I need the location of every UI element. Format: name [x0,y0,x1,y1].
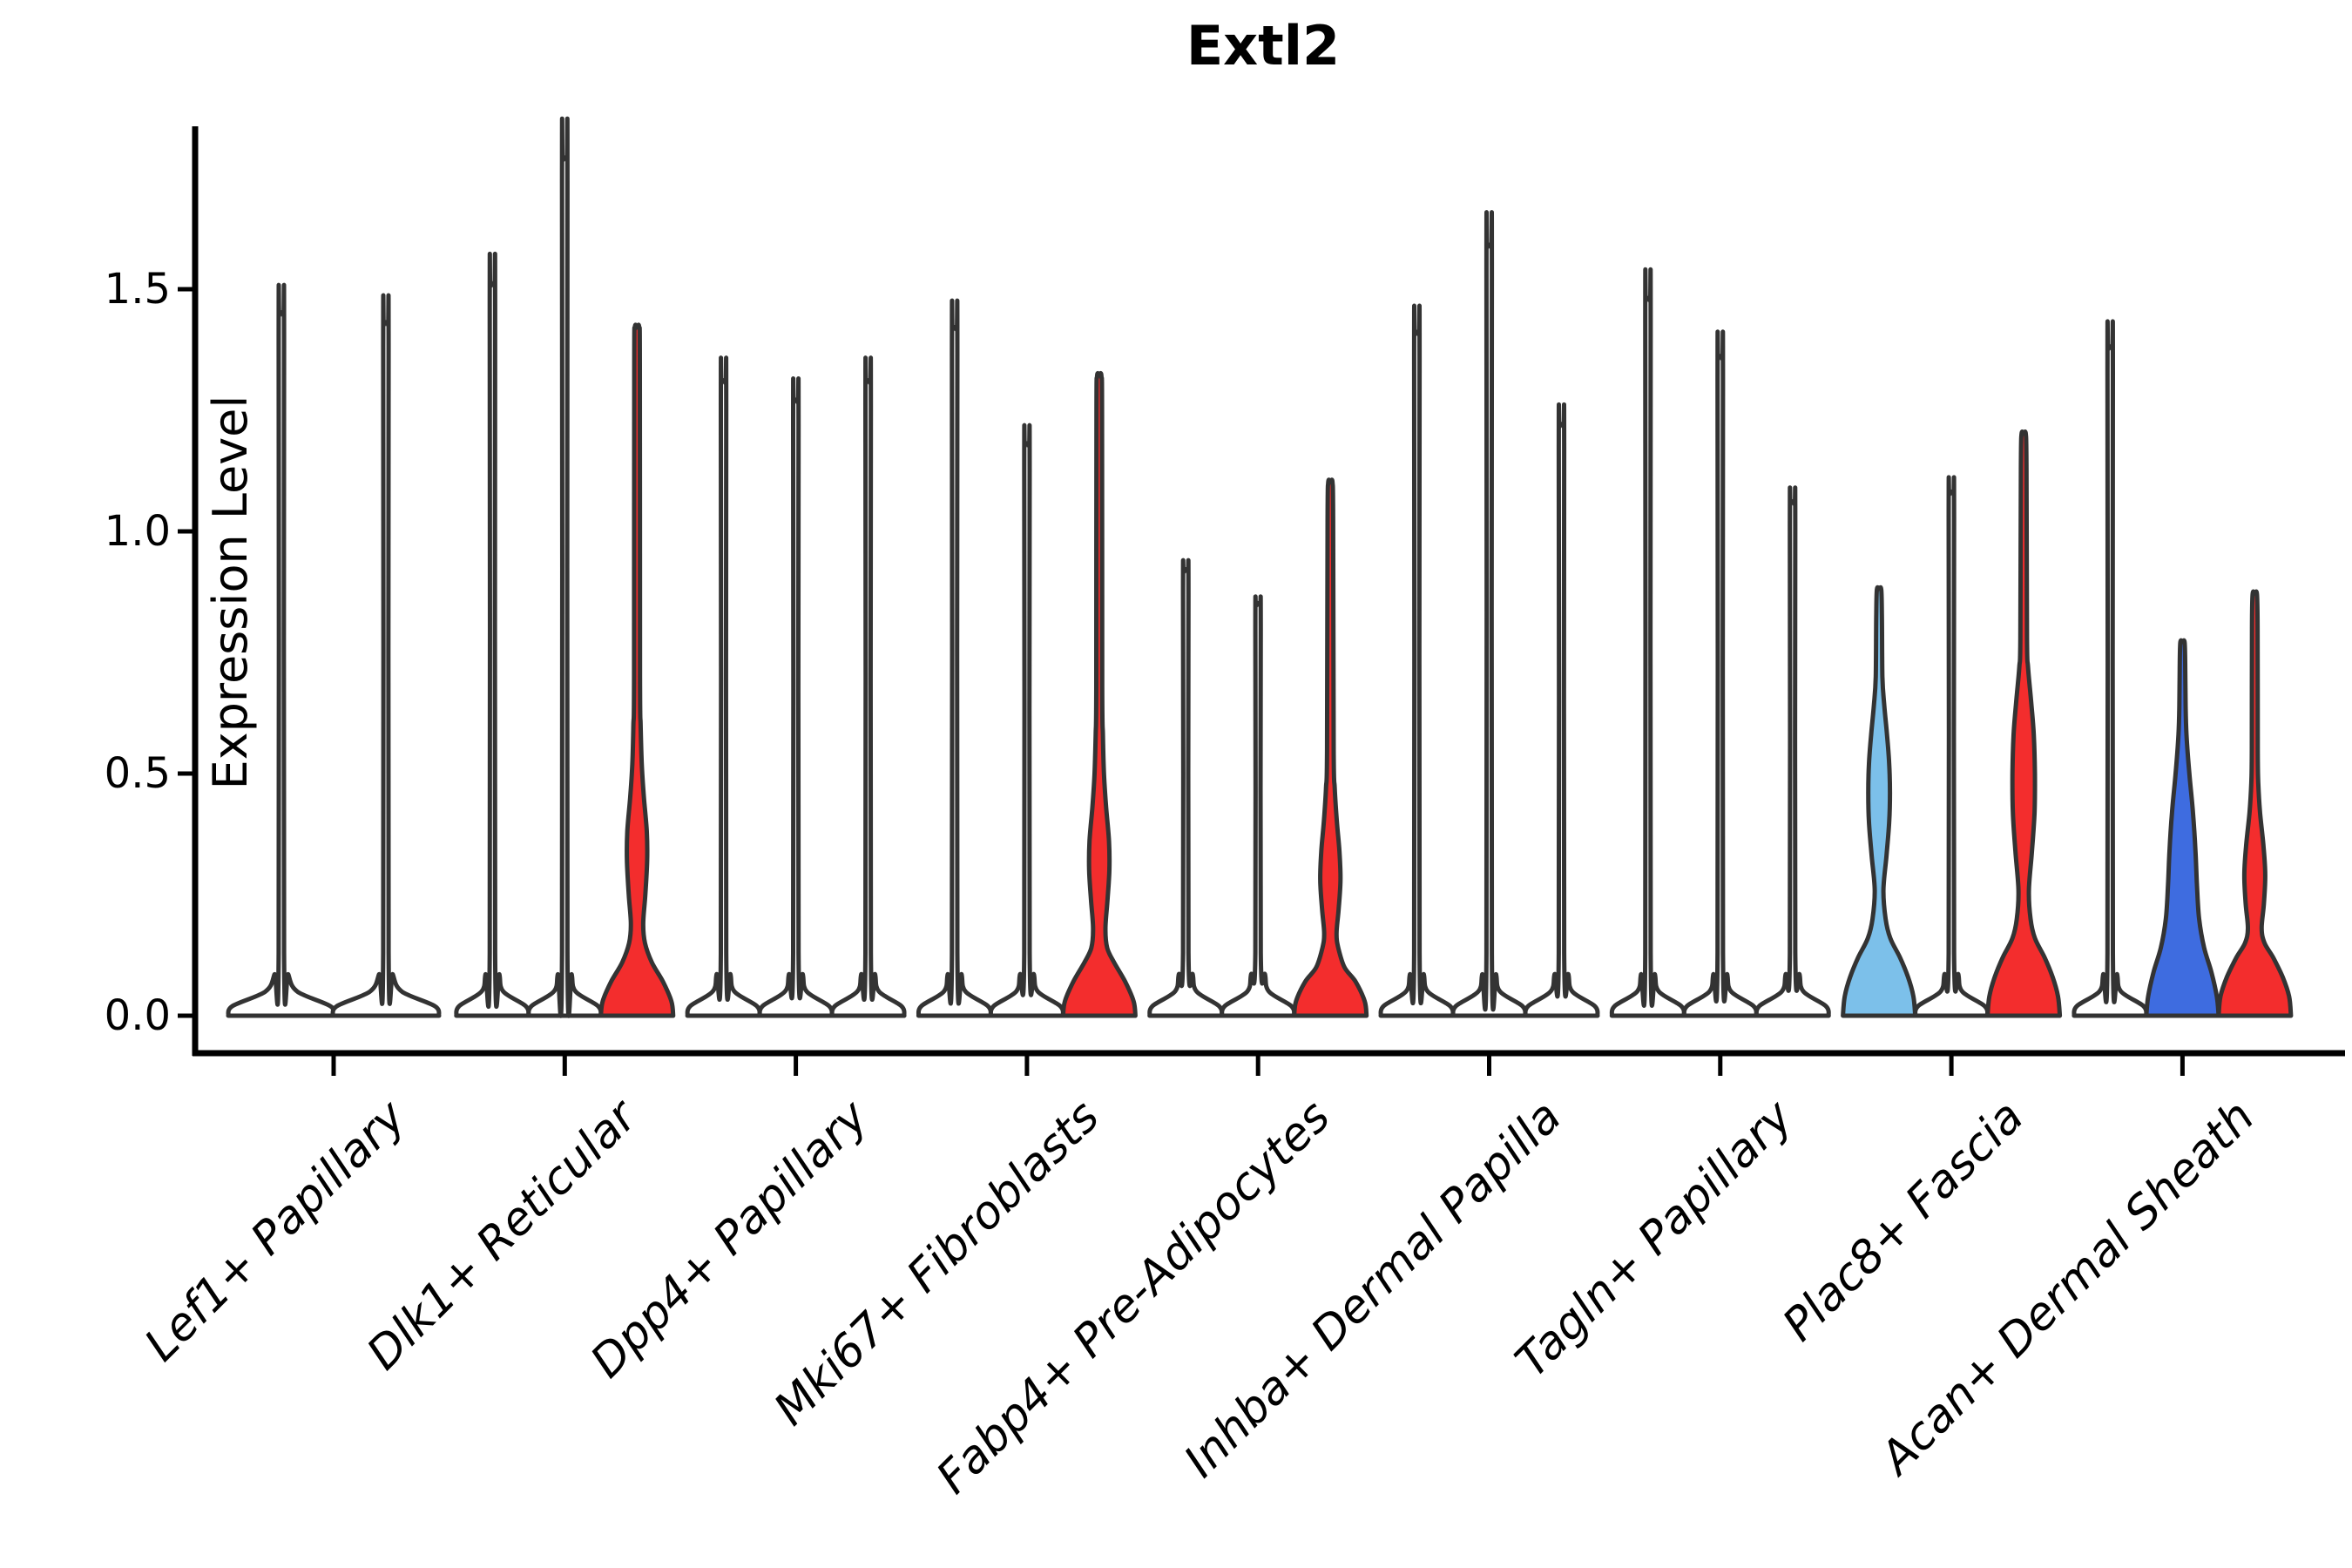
violin-spike [916,298,993,1018]
violin-spike [2072,319,2149,1018]
violin-spike [1147,558,1225,1018]
violin-spike [757,376,835,1018]
violin-light_blue [1841,585,1918,1018]
violin-red [1985,429,2063,1018]
violin-spike [1450,210,1528,1018]
violin-red [1060,370,1138,1018]
violin-red [1292,477,1369,1018]
violin-spike [454,251,531,1018]
violin-spike [829,355,907,1018]
violin-spike [1378,303,1456,1018]
violin-spike [226,282,337,1018]
violin-spike [526,116,604,1018]
violin-spike [1523,402,1600,1018]
violin-spike [1754,485,1831,1018]
violin-spike [1681,329,1759,1018]
violin-blue [2144,638,2221,1018]
violin-spike [330,293,442,1018]
y-tick-label: 0.5 [104,749,171,798]
y-tick-label: 1.0 [104,507,171,556]
chart-title: Extl2 [1186,14,1341,78]
violin-spike [1220,594,1297,1018]
y-tick-label: 1.5 [104,265,171,314]
violin-spike [1609,267,1686,1018]
violin-spike [1913,475,1990,1018]
y-tick-label: 0.0 [104,991,171,1040]
violin-spike [685,355,762,1018]
violin-red [2216,589,2294,1018]
violin-red [598,322,676,1018]
violin-spike [988,422,1065,1018]
